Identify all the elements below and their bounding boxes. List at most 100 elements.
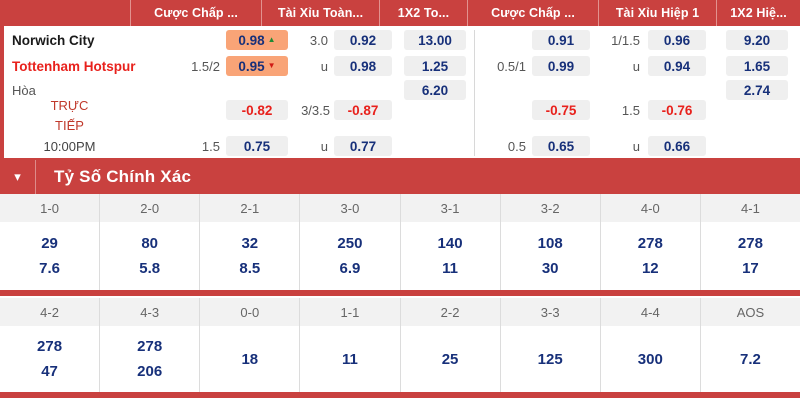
market-header-totals-1h[interactable]: Tài Xỉu Hiệp 1: [599, 0, 717, 26]
live-totals-1h-over-odds[interactable]: -0.76: [648, 100, 706, 120]
live-label-line2: TIẾP: [55, 117, 84, 133]
correct-score-odds: 32: [241, 235, 259, 252]
correct-score-label: 4-0: [601, 194, 701, 222]
correct-score-cell[interactable]: 32 8.5: [200, 222, 301, 290]
handicap-ft-home-odds-value: 0.98: [238, 32, 265, 48]
correct-score-odds: 12: [641, 260, 659, 277]
prematch-block: Norwich City 0.98 ▲ 3.0 0.92 13.00 0.91 …: [4, 26, 800, 100]
home-team-label: Norwich City: [12, 32, 95, 48]
live-totals-ft-under-line: u: [320, 138, 328, 154]
correct-score-label: 3-1: [401, 194, 501, 222]
chevron-down-icon[interactable]: ▾: [0, 160, 36, 194]
correct-score-label-row-2: 4-2 4-3 0-0 1-1 2-2 3-3 4-4 AOS: [0, 298, 800, 326]
x12-1h-away-odds[interactable]: 1.65: [726, 56, 788, 76]
correct-score-cell[interactable]: 278 206: [100, 326, 201, 392]
handicap-1h-away-line: 0.5/1: [497, 58, 526, 74]
kickoff-time-label: 10:00PM: [43, 138, 96, 154]
live-totals-ft-over-odds[interactable]: -0.87: [334, 100, 392, 120]
x12-1h-home-odds[interactable]: 9.20: [726, 30, 788, 50]
correct-score-label: 1-1: [300, 298, 401, 326]
x12-1h-draw-odds[interactable]: 2.74: [726, 80, 788, 100]
correct-score-odds: 278: [37, 338, 63, 355]
row-live-top: TRỰC -0.82 3/3.5 -0.87 -0.75 1.5 -0.76: [4, 98, 800, 122]
totals-1h-over-odds[interactable]: 0.96: [648, 30, 706, 50]
correct-score-cell[interactable]: 125: [501, 326, 601, 392]
live-handicap-ft-bottom-odds[interactable]: 0.75: [226, 136, 288, 156]
x12-ft-draw-odds[interactable]: 6.20: [404, 80, 466, 100]
correct-score-cell[interactable]: 18: [200, 326, 301, 392]
correct-score-cell[interactable]: 278 12: [601, 222, 701, 290]
correct-score-cell[interactable]: 7.2: [701, 326, 800, 392]
correct-score-label: AOS: [736, 304, 765, 320]
handicap-ft-away-odds[interactable]: 0.95 ▼: [226, 56, 288, 76]
correct-score-odds: 18: [241, 350, 259, 368]
totals-ft-under-line: u: [320, 58, 328, 74]
handicap-1h-home-odds[interactable]: 0.91: [532, 30, 590, 50]
correct-score-cell[interactable]: 29 7.6: [0, 222, 101, 290]
correct-score-odds: 278: [637, 235, 663, 252]
market-header-handicap-1h[interactable]: Cược Chấp ...: [468, 0, 599, 26]
correct-score-cell[interactable]: 11: [300, 326, 401, 392]
totals-1h-under-odds[interactable]: 0.94: [648, 56, 706, 76]
live-handicap-1h-top-odds[interactable]: -0.75: [532, 100, 590, 120]
live-handicap-ft-bottom-line: 1.5: [201, 138, 220, 154]
correct-score-divider-1: [0, 290, 800, 296]
correct-score-odds: 47: [41, 363, 58, 380]
totals-1h-over-line: 1/1.5: [611, 32, 640, 48]
correct-score-cell[interactable]: 278 17: [701, 222, 800, 290]
correct-score-label: 2-2: [401, 298, 501, 326]
market-header-handicap-ft[interactable]: Cược Chấp ...: [131, 0, 262, 26]
correct-score-odds: 80: [141, 235, 159, 252]
x12-ft-home-odds[interactable]: 13.00: [404, 30, 466, 50]
totals-ft-under-odds[interactable]: 0.98: [334, 56, 392, 76]
correct-score-header[interactable]: ▾ Tỷ Số Chính Xác: [0, 160, 800, 194]
away-team-label: Tottenham Hotspur: [12, 58, 136, 74]
correct-score-label: 2-1: [200, 194, 301, 222]
correct-score-cell[interactable]: 80 5.8: [100, 222, 201, 290]
live-totals-ft-under-odds[interactable]: 0.77: [334, 136, 392, 156]
market-header-1x2-ft[interactable]: 1X2 To...: [380, 0, 468, 26]
correct-score-cell[interactable]: 108 30: [501, 222, 601, 290]
correct-score-cell[interactable]: 140 11: [401, 222, 501, 290]
correct-score-label: 2-0: [100, 194, 201, 222]
arrow-down-icon: ▼: [267, 61, 276, 70]
correct-score-label: 4-3: [100, 298, 201, 326]
totals-ft-over-odds[interactable]: 0.92: [334, 30, 392, 50]
correct-score-odds: 5.8: [139, 260, 161, 277]
market-header-totals-ft[interactable]: Tài Xỉu Toàn...: [262, 0, 380, 26]
row-home: Norwich City 0.98 ▲ 3.0 0.92 13.00 0.91 …: [4, 28, 800, 52]
correct-score-odds: 8.5: [239, 260, 261, 277]
handicap-ft-home-odds[interactable]: 0.98 ▲: [226, 30, 288, 50]
handicap-1h-away-odds[interactable]: 0.99: [532, 56, 590, 76]
correct-score-cell[interactable]: 300: [601, 326, 701, 392]
correct-score-cell[interactable]: 278 47: [0, 326, 101, 392]
correct-score-odds: 250: [337, 235, 363, 252]
correct-score-odds: 17: [742, 260, 759, 277]
correct-score-odds: 30: [541, 260, 559, 277]
row-live-bottom: 10:00PM 1.5 0.75 u 0.77 0.5 0.65 u 0.66: [4, 134, 800, 158]
correct-score-label-row-1: 1-0 2-0 2-1 3-0 3-1 3-2 4-0 4-1: [0, 194, 800, 222]
correct-score-value-row-2: 278 47 278 206 18 11 25 125 300 7.2: [0, 326, 800, 392]
draw-label: Hòa: [12, 82, 36, 98]
live-handicap-1h-bottom-odds[interactable]: 0.65: [532, 136, 590, 156]
arrow-up-icon: ▲: [267, 35, 276, 44]
handicap-ft-away-line: 1.5/2: [191, 58, 220, 74]
correct-score-cell[interactable]: 250 6.9: [300, 222, 401, 290]
correct-score-cell[interactable]: 25: [401, 326, 501, 392]
correct-score-odds: 140: [437, 235, 463, 252]
market-header-1x2-1h[interactable]: 1X2 Hiệ...: [730, 6, 787, 20]
correct-score-odds: 278: [137, 338, 163, 355]
header-team-spacer: [0, 0, 131, 26]
live-totals-ft-over-line: 3/3.5: [301, 102, 330, 118]
row-draw: Hòa 6.20 2.74: [4, 78, 800, 102]
live-handicap-1h-bottom-line: 0.5: [507, 138, 526, 154]
correct-score-value-row-1: 29 7.6 80 5.8 32 8.5 250 6.9 140 11 108 30 278 12 278 1…: [0, 222, 800, 290]
totals-ft-over-line: 3.0: [309, 32, 328, 48]
correct-score-label: 3-0: [300, 194, 401, 222]
correct-score-odds: 206: [137, 363, 163, 380]
x12-ft-away-odds[interactable]: 1.25: [404, 56, 466, 76]
live-handicap-ft-top-odds[interactable]: -0.82: [226, 100, 288, 120]
live-totals-1h-under-odds[interactable]: 0.66: [648, 136, 706, 156]
correct-score-label: 3-3: [501, 298, 601, 326]
correct-score-odds: 25: [441, 350, 459, 368]
